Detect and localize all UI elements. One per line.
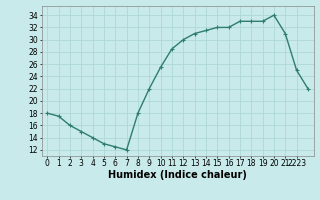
X-axis label: Humidex (Indice chaleur): Humidex (Indice chaleur) [108,170,247,180]
